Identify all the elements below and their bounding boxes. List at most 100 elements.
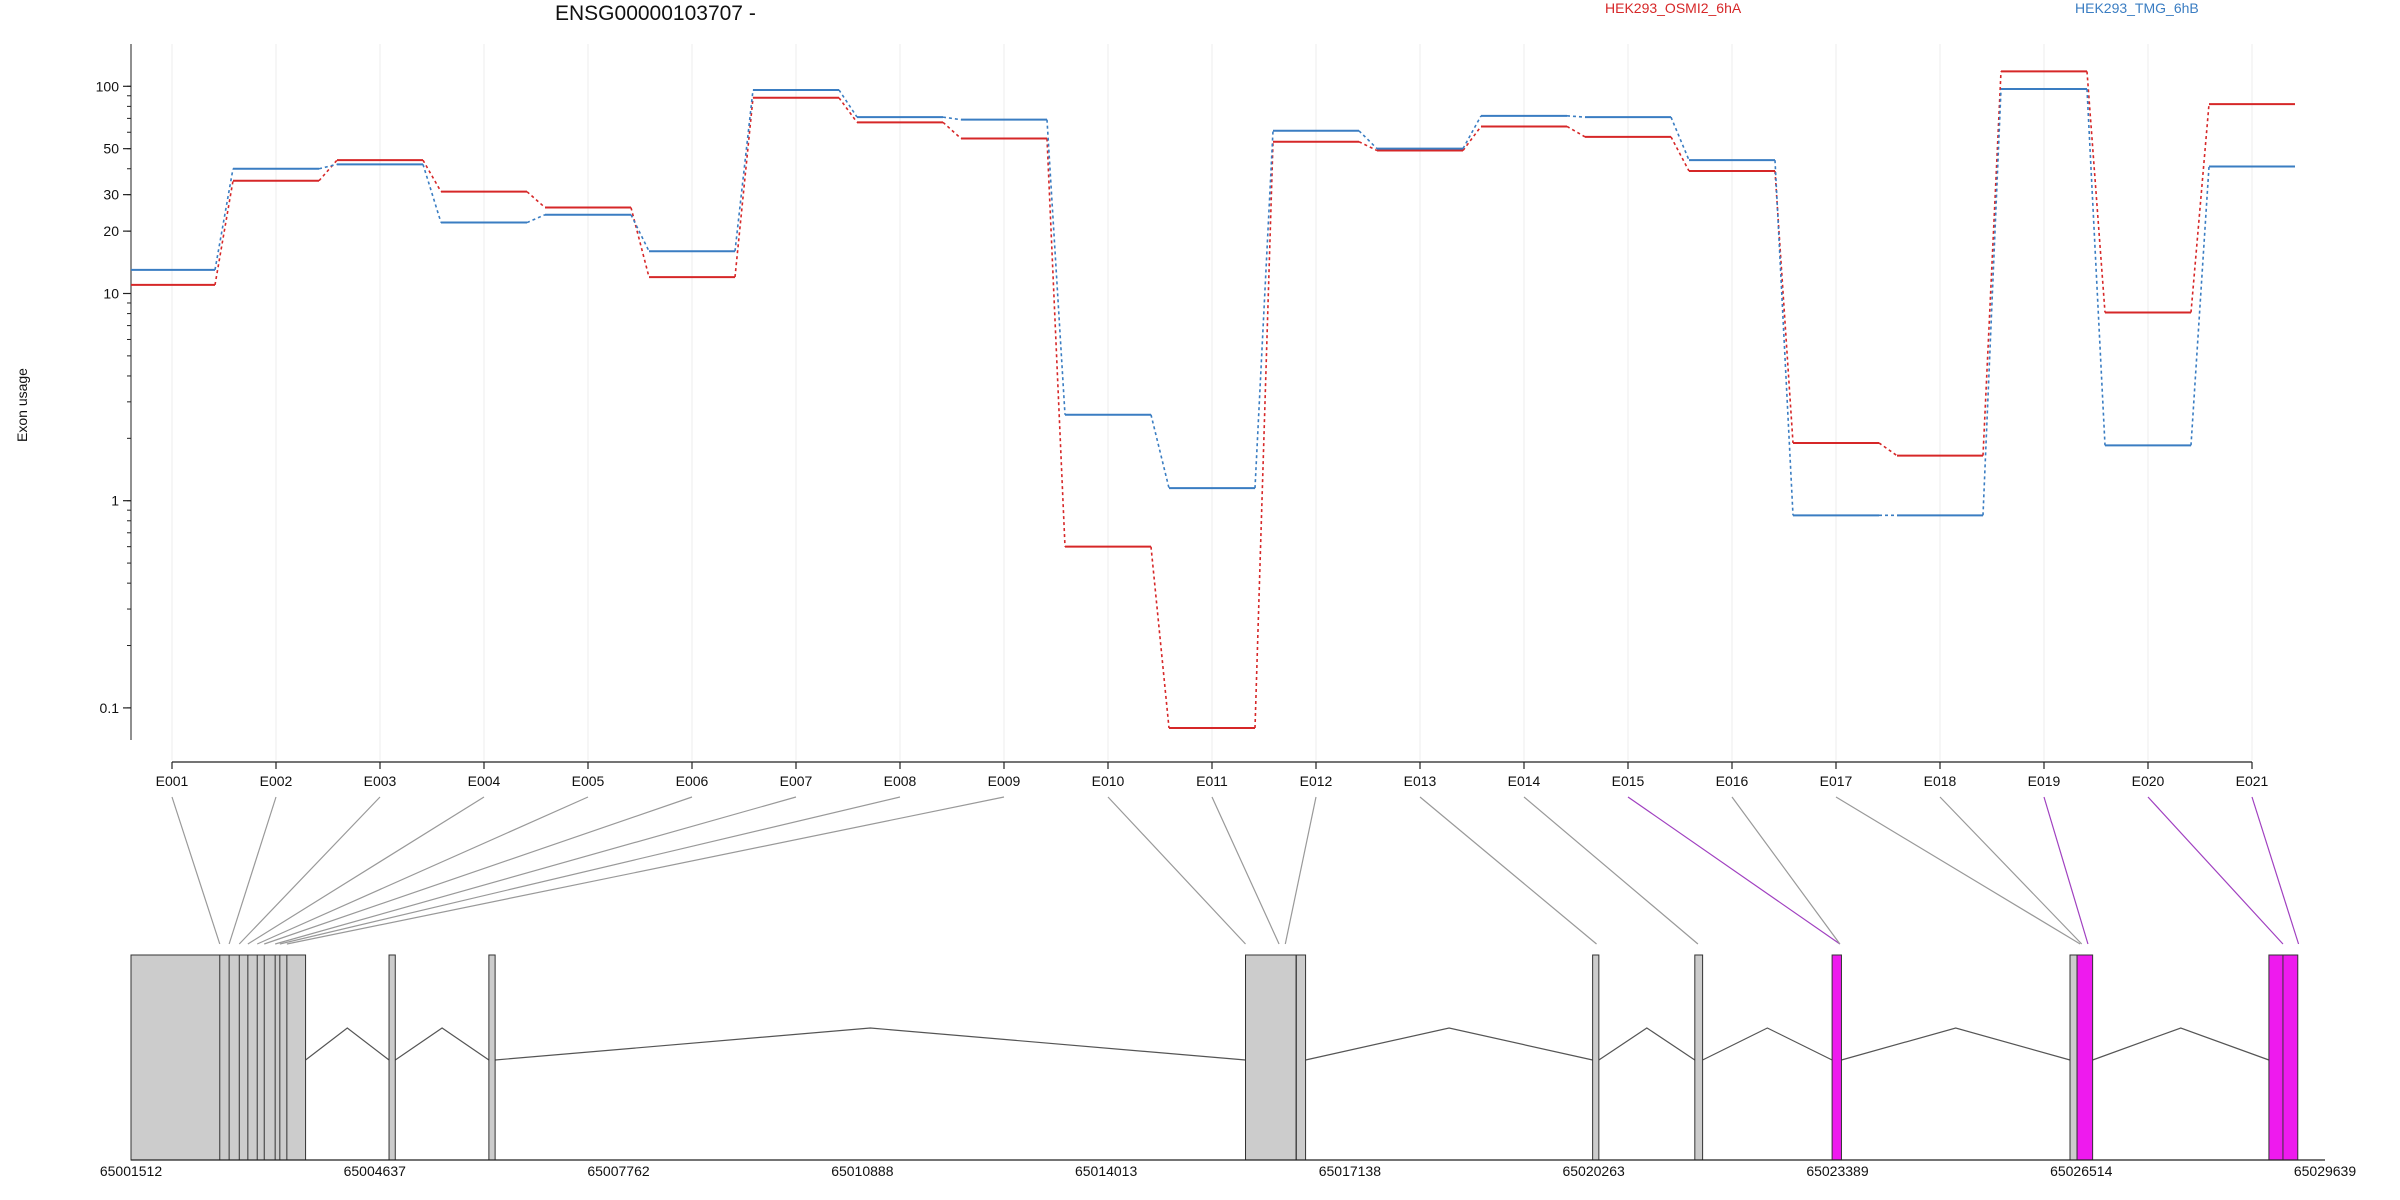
x-tick-label-e004: E004 <box>468 773 501 789</box>
series-connector <box>214 168 234 271</box>
series-osmi2 <box>131 70 2295 729</box>
series-connector <box>2086 71 2106 313</box>
exon-connector-e008 <box>279 796 901 945</box>
x-tick-label-e008: E008 <box>884 773 917 789</box>
series-connector <box>838 97 858 123</box>
exon-connector-e016 <box>1731 796 1841 945</box>
exon-connector-e002 <box>228 796 277 945</box>
x-tick-label-e002: E002 <box>260 773 293 789</box>
genomic-coordinate-label: 65017138 <box>1319 1163 1382 1179</box>
exon-connector-e005 <box>256 796 589 945</box>
intron-line <box>1305 1027 1593 1061</box>
x-tick-label-e005: E005 <box>572 773 605 789</box>
exon-connector-e019 <box>2043 796 2089 945</box>
exon-block <box>1245 954 1297 1161</box>
exon-connector-e004 <box>247 796 485 945</box>
x-tick-label-e017: E017 <box>1820 773 1853 789</box>
exon-connector-e012 <box>1284 796 1317 945</box>
series-connector <box>1878 442 1898 457</box>
x-tick-label-e012: E012 <box>1300 773 1333 789</box>
x-tick-label-e001: E001 <box>156 773 189 789</box>
x-tick-label-e015: E015 <box>1612 773 1645 789</box>
exon-connector-e009 <box>286 796 1005 945</box>
connector-layer <box>171 796 2300 945</box>
exon-connector-e011 <box>1211 796 1280 945</box>
genomic-coordinate-label: 65014013 <box>1075 1163 1138 1179</box>
series-connector <box>734 89 754 252</box>
x-tick-label-e010: E010 <box>1092 773 1125 789</box>
series-connector <box>422 159 442 193</box>
series-connector <box>1150 414 1170 489</box>
exon-block <box>130 954 307 1161</box>
genomic-coordinate-label: 65026514 <box>2050 1163 2113 1179</box>
exon-block <box>388 954 396 1161</box>
series-connector <box>1774 170 1794 443</box>
series-connector <box>1566 115 1586 118</box>
series-connector <box>1046 119 1066 415</box>
series-connector <box>1462 125 1482 151</box>
series-connector <box>1358 141 1378 152</box>
series-connector <box>214 180 234 286</box>
series-connector <box>630 214 650 252</box>
series-connector <box>630 207 650 278</box>
exon-connector-e010 <box>1107 796 1246 945</box>
series-connector <box>2086 88 2106 446</box>
y-tick-label: 1 <box>111 493 119 509</box>
x-tick-label-e006: E006 <box>676 773 709 789</box>
series-connector <box>1254 141 1274 729</box>
exon-block <box>1694 954 1704 1161</box>
y-tick-label: 20 <box>103 223 119 239</box>
exon-block <box>1831 954 1842 1161</box>
series-connector <box>318 159 338 182</box>
series-connector <box>1982 71 2002 456</box>
series-connector <box>942 121 962 140</box>
genomic-coordinate-label: 65004637 <box>344 1163 407 1179</box>
genomic-coordinate-label: 65001512 <box>100 1163 163 1179</box>
series-connector <box>1566 125 1586 138</box>
intron-line <box>495 1027 1246 1061</box>
y-tick-label: 50 <box>103 141 119 157</box>
exon-connector-e001 <box>171 796 221 945</box>
x-tick-label-e003: E003 <box>364 773 397 789</box>
genomic-coordinate-label: 65023389 <box>1806 1163 1869 1179</box>
series-connector <box>2190 104 2210 313</box>
series-connector <box>1670 136 1690 172</box>
exon-block <box>2076 954 2094 1161</box>
chart-title: ENSG00000103707 - <box>555 2 756 25</box>
series-connector <box>1046 138 1066 547</box>
series-connector <box>422 164 442 223</box>
exon-connector-e014 <box>1523 796 1699 945</box>
genomic-coordinate-label: 65007762 <box>587 1163 650 1179</box>
exon-connector-e015 <box>1627 796 1841 945</box>
exon-connector-e003 <box>238 796 381 945</box>
series-connector <box>318 163 338 170</box>
y-tick-label: 10 <box>103 285 119 301</box>
exon-block <box>1295 954 1307 1161</box>
axes-layer: 0.1 1 10 20 30 50 100 E001 E002 E003 E004 E005 E006 E… <box>96 44 2269 789</box>
series-tmg <box>131 88 2295 517</box>
genomic-coordinate-label: 65010888 <box>831 1163 894 1179</box>
exon-block <box>2069 954 2078 1161</box>
y-tick-label: 0.1 <box>100 700 120 716</box>
gene-model-layer: 65001512 65004637 65007762 65010888 65014013… <box>100 954 2356 1179</box>
intron-line <box>1598 1027 1696 1061</box>
x-tick-label-e019: E019 <box>2028 773 2061 789</box>
legend-entry-tmg: HEK293_TMG_6hB <box>2075 0 2199 16</box>
exon-connector-e018 <box>1939 796 2083 945</box>
exon-connector-e006 <box>264 796 693 945</box>
series-connector <box>838 89 858 118</box>
genomic-coordinate-label: 65020263 <box>1562 1163 1625 1179</box>
exon-connector-e013 <box>1419 796 1597 945</box>
series-connector <box>526 191 546 209</box>
exon-connector-e021 <box>2251 796 2300 945</box>
exon-connector-e020 <box>2147 796 2284 945</box>
series-connector <box>1982 89 2002 516</box>
series-connector <box>1254 130 1274 489</box>
exon-connector-e007 <box>274 796 797 945</box>
y-tick-label: 30 <box>103 187 119 203</box>
series-connector <box>2190 166 2210 446</box>
x-tick-label-e018: E018 <box>1924 773 1957 789</box>
x-tick-label-e014: E014 <box>1508 773 1541 789</box>
y-tick-label: 100 <box>96 78 120 94</box>
